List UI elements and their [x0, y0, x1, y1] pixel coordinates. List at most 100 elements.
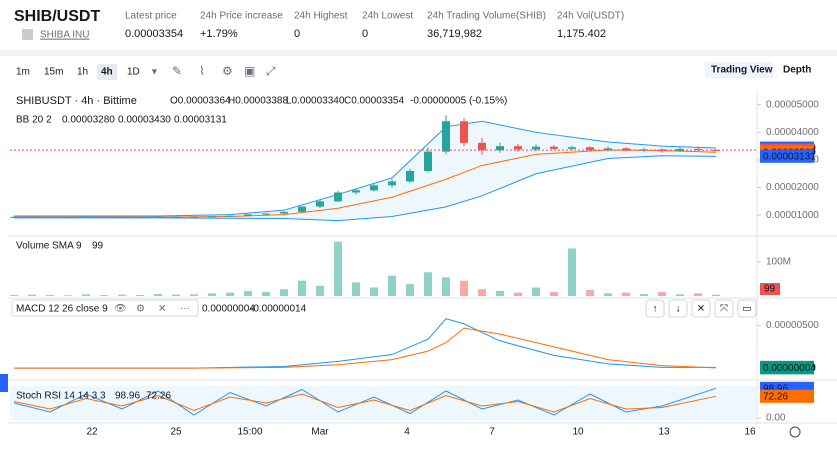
- volume-box: [760, 283, 780, 295]
- x-tick-label: 15:00: [237, 427, 262, 438]
- x-tick-label: 25: [170, 427, 182, 438]
- indicator-value: 0.00003430: [118, 115, 171, 126]
- volume-bar: [604, 293, 612, 296]
- candle-body: [10, 216, 18, 218]
- volume-bar: [352, 282, 360, 296]
- volume-bar: [82, 294, 90, 296]
- interval-active: [97, 64, 117, 80]
- icon[interactable]: ⚙: [222, 64, 233, 78]
- stat-value: 0: [294, 28, 300, 40]
- pane-button[interactable]: [714, 299, 734, 318]
- coin-name[interactable]: SHIBA INU: [40, 30, 89, 41]
- series-line: [14, 327, 717, 369]
- pane-title: Stoch RSI 14 14 3 3: [16, 391, 106, 402]
- volume-bar: [532, 287, 540, 296]
- series-line: [14, 120, 717, 217]
- indicator-name: BB 20 2: [16, 115, 52, 126]
- candle-body: [442, 121, 450, 152]
- y-tick-label: 0.00005000: [766, 99, 819, 110]
- ohlc-legend: L0.00003340: [286, 96, 345, 107]
- candle-body: [82, 216, 90, 218]
- volume-bar: [694, 293, 702, 296]
- volume-bar: [442, 277, 450, 296]
- volume-bar: [370, 287, 378, 296]
- ohlc-legend: -0.00000005 (-0.15%): [410, 96, 507, 107]
- pane-button[interactable]: [645, 299, 665, 318]
- y-tick-label: 0.00000500: [766, 320, 819, 331]
- x-tick-label: 22: [86, 427, 98, 438]
- chart-title: SHIBUSDT · 4h · Bittime: [16, 95, 137, 107]
- volume-bar: [640, 293, 648, 296]
- candle-body: [208, 216, 216, 218]
- pane-button-icon: ⤧: [720, 304, 728, 315]
- icon[interactable]: ▣: [244, 64, 255, 78]
- y-tick-label: 0.00002000: [766, 182, 819, 193]
- pane-title: MACD 12 26 close 9: [16, 304, 108, 315]
- volume-bar: [208, 293, 216, 296]
- candle-body: [46, 217, 54, 219]
- volume-bar: [316, 285, 324, 296]
- volume-box-label: 99: [764, 284, 776, 295]
- view-tab[interactable]: Depth: [783, 65, 811, 76]
- interval[interactable]: 1D: [127, 67, 140, 78]
- candle-body: [514, 146, 522, 150]
- pane-button[interactable]: [691, 299, 711, 318]
- volume-bar: [622, 292, 630, 296]
- pane-buttons: ↑ ↓ ✕ ⤧ ▭: [645, 299, 757, 318]
- y-tick-label: 0.00001000: [766, 210, 819, 221]
- candle-body: [316, 201, 324, 207]
- x-tick-label: Mar: [311, 427, 329, 438]
- icon[interactable]: ✎: [172, 64, 182, 78]
- volume-bar: [388, 275, 396, 296]
- pane-button[interactable]: [737, 299, 757, 318]
- volume-bar: [100, 294, 108, 296]
- candle-body: [586, 147, 594, 150]
- side-tab[interactable]: [0, 374, 8, 392]
- stat-value: 0: [362, 28, 368, 40]
- volume-bar: [118, 294, 126, 296]
- volume-bar: [460, 280, 468, 296]
- indicator-value: 0.00003280: [62, 115, 115, 126]
- candle-body: [406, 170, 414, 182]
- legend-box: [11, 299, 199, 317]
- x-tick-label: 10: [572, 427, 584, 438]
- stat-label: 24h Trading Volume(SHIB): [427, 11, 546, 22]
- candle-body: [532, 146, 540, 150]
- candle-body: [424, 151, 432, 171]
- view-tab[interactable]: Trading View: [711, 65, 773, 76]
- y-tick-label: 100M: [766, 257, 791, 268]
- icon[interactable]: ⌇: [199, 64, 205, 78]
- stat-label: Latest price: [125, 11, 177, 22]
- volume-bar: [658, 291, 666, 296]
- interval[interactable]: 15m: [44, 67, 63, 78]
- legend-value: 72.26: [146, 391, 171, 402]
- volume-bar: [226, 292, 234, 296]
- settings-icon[interactable]: [789, 426, 801, 438]
- dropdown[interactable]: ▼: [150, 66, 159, 76]
- candle-body: [388, 181, 396, 186]
- candle-body: [496, 146, 504, 151]
- volume-bar: [190, 294, 198, 296]
- icon[interactable]: ⤢: [265, 64, 276, 78]
- interval[interactable]: 1m: [16, 67, 30, 78]
- volume-bar: [478, 289, 486, 296]
- y-tick-label: 0.00: [766, 413, 786, 424]
- candle-body: [244, 214, 252, 216]
- stat-value: 36,719,982: [427, 28, 482, 40]
- candle-body: [190, 216, 198, 218]
- legend-icon[interactable]: ✕: [158, 304, 166, 315]
- candle-body: [100, 216, 108, 218]
- interval[interactable]: 1h: [77, 67, 88, 78]
- candle-body: [334, 192, 342, 202]
- candle-body: [352, 190, 360, 193]
- symbol: SHIB/USDT: [14, 8, 100, 25]
- volume-bar: [262, 291, 270, 296]
- legend-icon[interactable]: ⚙: [136, 304, 145, 315]
- legend-icon[interactable]: 👁: [114, 304, 127, 315]
- legend-icon[interactable]: ⋯: [180, 304, 190, 315]
- ohlc-legend: H0.00003388: [228, 96, 288, 107]
- stat-label: 24h Price increase: [200, 11, 283, 22]
- pane-button[interactable]: [668, 299, 688, 318]
- volume-bar: [28, 294, 36, 296]
- interval[interactable]: 4h: [101, 67, 113, 78]
